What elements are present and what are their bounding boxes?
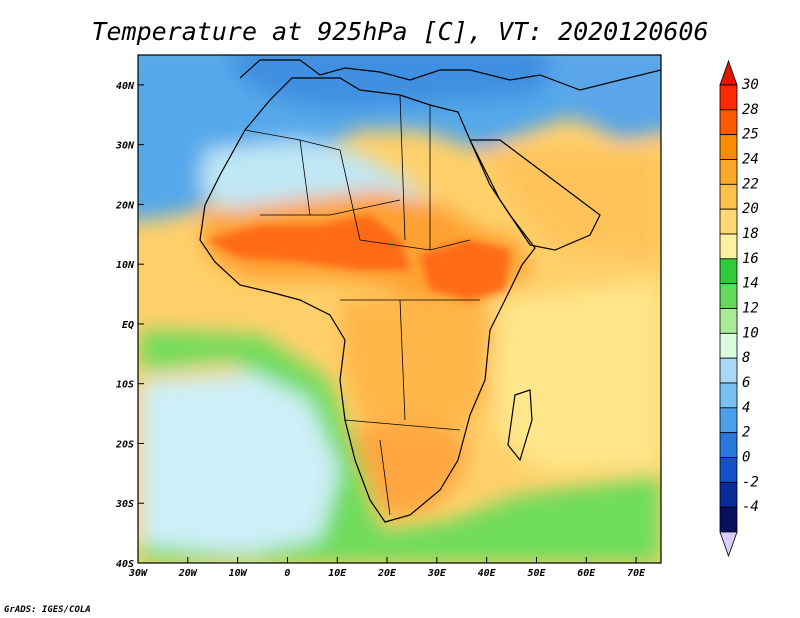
lat-tick-label: 40N bbox=[116, 81, 135, 92]
colorbar-swatch bbox=[719, 159, 738, 185]
arabia-coastline bbox=[469, 139, 601, 251]
field-central-asia bbox=[546, 55, 661, 140]
colorbar-swatch bbox=[719, 233, 738, 260]
lat-tick-label: 30S bbox=[115, 499, 134, 510]
colorbar-swatch bbox=[719, 457, 738, 483]
colorbar-label: 16 bbox=[742, 251, 759, 267]
longitude-ticks: 30W 20W 10W 0 10E 20E 30E 40E 50E 60E 70E bbox=[128, 557, 646, 579]
colorbar-label: 4 bbox=[742, 400, 750, 416]
colorbar-label: 24 bbox=[742, 152, 759, 168]
colorbar-top-arrow bbox=[719, 59, 738, 86]
map-frame bbox=[137, 54, 662, 564]
field-southern-ocean bbox=[140, 330, 661, 563]
lon-tick-label: 60E bbox=[577, 568, 596, 579]
colorbar-swatch bbox=[719, 382, 738, 409]
lon-tick-label: 10E bbox=[328, 568, 347, 579]
colorbar-label: 18 bbox=[742, 226, 759, 242]
coastlines bbox=[199, 59, 661, 523]
colorbar-swatch bbox=[719, 308, 738, 334]
temperature-field bbox=[138, 55, 661, 563]
colorbar-swatch bbox=[719, 109, 738, 136]
africa-coastline bbox=[199, 77, 536, 523]
colorbar-label: 30 bbox=[741, 77, 759, 93]
lon-tick-label: 30E bbox=[427, 568, 447, 579]
lat-tick-label: 20S bbox=[115, 439, 134, 450]
colorbar-swatch bbox=[719, 481, 738, 508]
europe-coastline bbox=[239, 59, 661, 91]
colorbar-swatch bbox=[719, 183, 738, 210]
lat-tick-label: 10N bbox=[116, 260, 135, 271]
field-sahel-core bbox=[205, 215, 410, 270]
colorbar-swatch bbox=[719, 134, 738, 160]
colorbar-swatch bbox=[719, 506, 738, 533]
colorbar-swatch bbox=[719, 208, 738, 235]
colorbar-label: 2 bbox=[742, 425, 750, 441]
colorbar-swatch bbox=[719, 283, 738, 309]
colorbar-bottom-arrow bbox=[719, 531, 738, 558]
colorbar-swatch bbox=[719, 407, 738, 434]
field-europe bbox=[233, 55, 555, 110]
colorbar-swatch bbox=[719, 357, 738, 384]
country-borders bbox=[244, 94, 480, 516]
colorbar-swatch bbox=[719, 332, 738, 359]
field-indian-ocean bbox=[490, 280, 661, 470]
latitude-ticks: 40N 30N 20N 10N EQ 10S 20S 30S 40S bbox=[115, 81, 144, 570]
field-south-atlantic bbox=[140, 370, 360, 560]
colorbar-label: 12 bbox=[742, 301, 759, 317]
lon-tick-label: 40E bbox=[478, 568, 497, 579]
colorbar-label: 28 bbox=[742, 102, 759, 118]
lat-tick-label: 40S bbox=[116, 559, 134, 570]
chart-title: Temperature at 925hPa [C], VT: 202012060… bbox=[91, 17, 708, 46]
lon-tick-label: 50E bbox=[527, 568, 546, 579]
lat-tick-label: 30N bbox=[115, 141, 135, 152]
field-sahel-east bbox=[420, 240, 510, 300]
field-southern-africa bbox=[350, 425, 470, 520]
lon-tick-label: 30W bbox=[128, 568, 148, 579]
lon-tick-label: 70E bbox=[627, 568, 646, 579]
madagascar-coastline bbox=[507, 389, 533, 462]
lon-tick-label: 0 bbox=[284, 568, 290, 579]
lat-tick-label: 20N bbox=[115, 200, 135, 211]
credit-text: GrADS: IGES/COLA bbox=[4, 605, 91, 615]
colorbar-label: 6 bbox=[742, 375, 750, 391]
colorbar-label: 22 bbox=[742, 176, 759, 192]
field-north-atlantic bbox=[138, 55, 661, 220]
colorbar-label: -4 bbox=[742, 499, 759, 515]
colorbar-swatch bbox=[719, 258, 738, 285]
colorbar-label: 8 bbox=[742, 350, 750, 366]
lon-tick-label: 10W bbox=[229, 568, 248, 579]
colorbar-label: 20 bbox=[742, 201, 759, 217]
field-central-africa bbox=[340, 295, 500, 440]
colorbar-label: 14 bbox=[742, 276, 759, 292]
colorbar-label: -2 bbox=[742, 474, 759, 490]
colorbar-label: 0 bbox=[742, 450, 750, 466]
lon-tick-label: 20W bbox=[178, 568, 198, 579]
colorbar-swatch bbox=[719, 432, 738, 458]
colorbar-label: 10 bbox=[742, 325, 759, 341]
lon-tick-label: 20E bbox=[377, 568, 397, 579]
field-arabia bbox=[480, 150, 660, 260]
colorbar-swatch bbox=[719, 84, 738, 111]
lat-tick-label: 10S bbox=[116, 380, 134, 391]
colorbar-label: 25 bbox=[742, 127, 759, 143]
lat-tick-label: EQ bbox=[122, 320, 134, 331]
